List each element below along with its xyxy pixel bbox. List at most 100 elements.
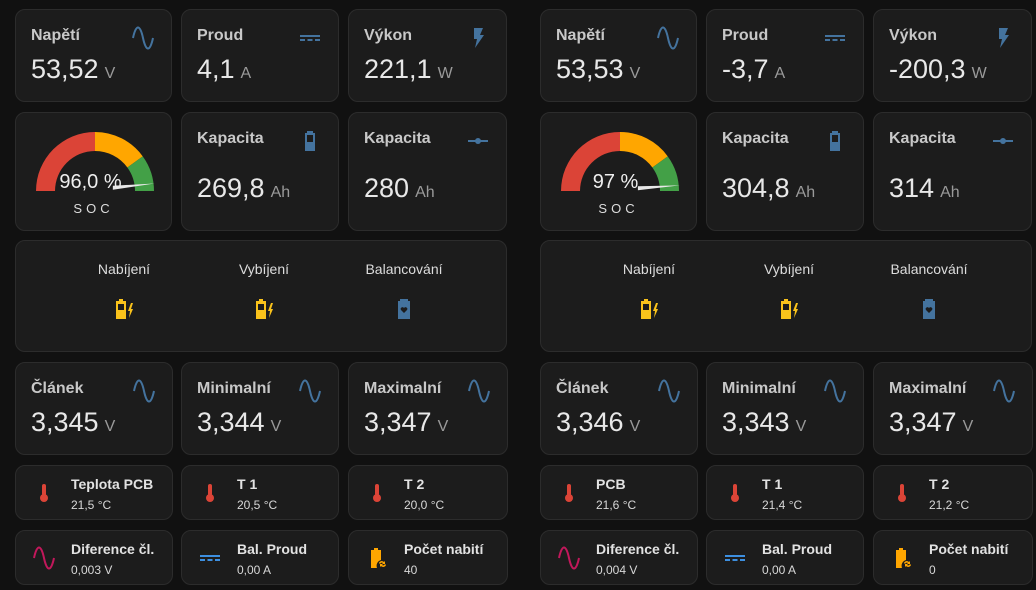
status-label: Vybíjení: [238, 261, 290, 277]
status-battery-heart[interactable]: Balancování: [344, 261, 464, 321]
status-battery-charging[interactable]: Nabíjení: [589, 261, 709, 321]
extra-tile[interactable]: Bal. Proud 0,00 A: [181, 530, 339, 585]
tile-value: 21,5 °C: [71, 498, 112, 512]
battery-sync-icon: [365, 546, 389, 570]
value: 4,1: [197, 54, 235, 84]
tile-label: Diference čl.: [596, 541, 680, 557]
slider-icon: [466, 129, 490, 153]
status-label: Vybíjení: [763, 261, 815, 277]
status-label: Balancování: [890, 261, 968, 277]
extra-tile[interactable]: Bal. Proud 0,00 A: [706, 530, 864, 585]
value: 314: [889, 173, 935, 203]
sine-wave-icon: [32, 546, 56, 570]
unit: V: [270, 418, 282, 435]
slider-icon: [991, 129, 1015, 153]
temps-tile[interactable]: T 1 20,5 °C: [181, 465, 339, 520]
value: 3,343: [722, 407, 790, 437]
voltage-card[interactable]: Napětí 53,53 V: [540, 9, 697, 102]
extra-tile[interactable]: Diference čl. 0,004 V: [540, 530, 698, 585]
unit: V: [104, 65, 116, 82]
entity-label: Kapacita: [197, 130, 264, 147]
power-card[interactable]: Výkon 221,1 W: [348, 9, 507, 102]
value: 269,8: [197, 173, 265, 203]
current-dc-icon: [298, 26, 322, 50]
tile-value: 20,5 °C: [237, 498, 278, 512]
status-battery-charging[interactable]: Vybíjení: [729, 261, 849, 321]
unit: W: [971, 65, 987, 82]
extra-tile[interactable]: Počet nabití 40: [348, 530, 508, 585]
cell-voltage-card[interactable]: Článek 3,345 V: [15, 362, 173, 455]
capacity-remaining-card[interactable]: Kapacita 269,8 Ah: [181, 112, 339, 231]
sine-wave-icon: [656, 26, 680, 50]
entity-value: 4,1 A: [197, 54, 251, 85]
sine-wave-icon: [298, 379, 322, 403]
extra-tile[interactable]: Počet nabití 0: [873, 530, 1033, 585]
gauge-segment-red: [561, 132, 620, 191]
temps-tile[interactable]: T 2 21,2 °C: [873, 465, 1033, 520]
unit: A: [774, 65, 786, 82]
entity-label: Proud: [722, 27, 769, 44]
entity-label: Kapacita: [364, 130, 431, 147]
tile-label: T 1: [237, 476, 258, 492]
soc-gauge[interactable]: 96,0 % SOC: [15, 112, 172, 231]
soc-gauge[interactable]: 97 % SOC: [540, 112, 697, 231]
temps-tile[interactable]: Teplota PCB 21,5 °C: [15, 465, 173, 520]
cell-voltage-card[interactable]: Maximalní 3,347 V: [873, 362, 1033, 455]
cell-voltage-card[interactable]: Minimalní 3,343 V: [706, 362, 864, 455]
current-card[interactable]: Proud -3,7 A: [706, 9, 864, 102]
entity-label: Výkon: [889, 27, 938, 44]
cell-voltage-card[interactable]: Článek 3,346 V: [540, 362, 698, 455]
temps-tile[interactable]: PCB 21,6 °C: [540, 465, 698, 520]
entity-label: Článek: [31, 380, 84, 397]
tile-value: 40: [404, 563, 418, 577]
sine-wave-icon: [467, 379, 491, 403]
unit: V: [629, 418, 641, 435]
entity-value: 3,347 V: [889, 407, 973, 438]
flash-icon: [991, 26, 1015, 50]
voltage-card[interactable]: Napětí 53,52 V: [15, 9, 172, 102]
temps-tile[interactable]: T 1 21,4 °C: [706, 465, 864, 520]
tile-label: Počet nabití: [404, 541, 484, 557]
thermometer-icon: [365, 481, 389, 505]
battery-heart-icon: [344, 297, 464, 321]
entity-value: 280 Ah: [364, 173, 435, 204]
capacity-total-card[interactable]: Kapacita 314 Ah: [873, 112, 1032, 231]
capacity-total-card[interactable]: Kapacita 280 Ah: [348, 112, 507, 231]
status-battery-charging[interactable]: Vybíjení: [204, 261, 324, 321]
tile-value: 0,00 A: [237, 563, 272, 577]
value: 3,347: [889, 407, 957, 437]
sine-wave-icon: [557, 546, 581, 570]
tile-label: T 2: [929, 476, 950, 492]
tile-value: 0,004 V: [596, 563, 638, 577]
battery-charging-icon: [64, 297, 184, 321]
tile-value: 21,2 °C: [929, 498, 970, 512]
thermometer-icon: [890, 481, 914, 505]
unit: W: [437, 65, 453, 82]
cell-voltage-card[interactable]: Minimalní 3,344 V: [181, 362, 339, 455]
capacity-remaining-card[interactable]: Kapacita 304,8 Ah: [706, 112, 864, 231]
current-card[interactable]: Proud 4,1 A: [181, 9, 339, 102]
entity-label: Výkon: [364, 27, 413, 44]
unit: V: [629, 65, 641, 82]
entity-label: Minimalní: [197, 380, 271, 397]
cell-voltage-card[interactable]: Maximalní 3,347 V: [348, 362, 508, 455]
power-card[interactable]: Výkon -200,3 W: [873, 9, 1032, 102]
sine-wave-icon: [131, 26, 155, 50]
status-battery-charging[interactable]: Nabíjení: [64, 261, 184, 321]
entity-value: 3,344 V: [197, 407, 281, 438]
value: -3,7: [722, 54, 769, 84]
unit: V: [795, 418, 807, 435]
tile-label: Bal. Proud: [237, 541, 308, 557]
sine-wave-icon: [657, 379, 681, 403]
status-battery-heart[interactable]: Balancování: [869, 261, 989, 321]
extra-tile[interactable]: Diference čl. 0,003 V: [15, 530, 173, 585]
soc-label: SOC: [598, 201, 639, 216]
tile-label: Diference čl.: [71, 541, 155, 557]
gauge-needle: [112, 183, 155, 190]
entity-label: Kapacita: [889, 130, 956, 147]
current-dc-icon: [198, 546, 222, 570]
battery-charging-icon: [729, 297, 849, 321]
battery-heart-icon: [869, 297, 989, 321]
gauge-segment-green: [652, 156, 679, 191]
temps-tile[interactable]: T 2 20,0 °C: [348, 465, 508, 520]
